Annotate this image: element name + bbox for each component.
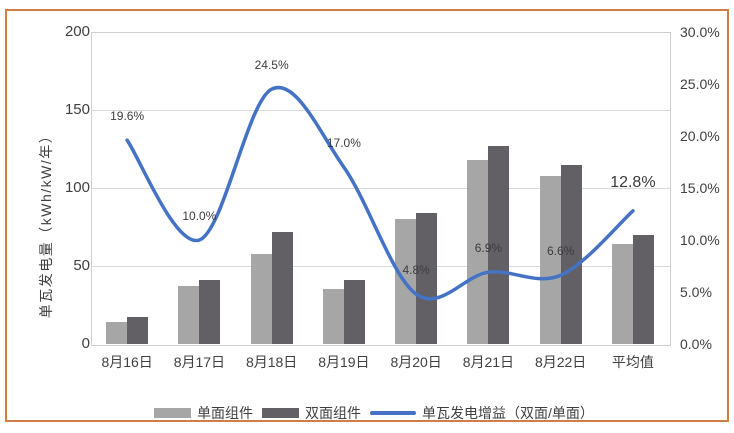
bar-double-sided xyxy=(343,280,365,344)
left-axis-tick: 0 xyxy=(81,335,90,352)
left-axis-tick: 200 xyxy=(64,23,90,40)
bar-single-sided xyxy=(611,244,633,344)
left-axis-tick: 150 xyxy=(64,101,90,118)
bar-double-sided xyxy=(271,231,293,344)
legend-label-single-sided: 单面组件 xyxy=(197,405,254,421)
gridline xyxy=(91,110,670,111)
x-axis-label: 8月18日 xyxy=(245,354,298,370)
bar-double-sided xyxy=(127,317,149,344)
right-axis-tick: 10.0% xyxy=(680,232,720,248)
bar-double-sided xyxy=(632,234,654,344)
bar-single-sided xyxy=(250,253,272,344)
double-sided-swatch xyxy=(262,408,300,418)
right-axis-tick: 15.0% xyxy=(680,180,720,196)
bar-single-sided xyxy=(178,286,200,344)
x-axis-label: 平均值 xyxy=(611,354,654,370)
line-data-label: 6.9% xyxy=(474,241,503,256)
gridline xyxy=(91,188,670,189)
line-data-label: 6.6% xyxy=(546,244,575,259)
x-axis-label: 8月19日 xyxy=(318,354,370,370)
right-axis-tick: 0.0% xyxy=(680,336,712,352)
single-sided-swatch xyxy=(154,408,192,418)
right-axis-tick: 5.0% xyxy=(680,284,712,300)
bar-single-sided xyxy=(467,159,489,344)
left-axis-tick: 50 xyxy=(73,257,90,274)
gain-line-swatch xyxy=(370,411,417,415)
legend-item-gain-line: 单瓦发电增益（双面/单面） xyxy=(370,403,594,423)
right-axis-tick: 30.0% xyxy=(680,24,720,40)
bar-double-sided xyxy=(560,164,582,344)
line-data-label: 24.5% xyxy=(254,58,289,72)
x-axis-label: 8月22日 xyxy=(534,354,587,370)
bar-single-sided xyxy=(539,175,561,344)
line-data-label: 4.8% xyxy=(402,262,430,277)
legend-label-gain-line: 单瓦发电增益（双面/单面） xyxy=(422,405,594,421)
bar-single-sided xyxy=(106,322,128,344)
bar-double-sided xyxy=(488,145,510,344)
legend-item-double-sided: 双面组件 xyxy=(262,403,361,423)
right-axis-tick: 20.0% xyxy=(680,128,720,144)
bar-double-sided xyxy=(416,212,438,344)
x-axis-label: 8月20日 xyxy=(390,354,442,370)
line-data-label: 19.6% xyxy=(110,108,145,123)
line-data-label: 12.8% xyxy=(610,174,656,192)
chart-frame: 单瓦发电量（kWh/kW/年） 200 150 100 50 0 30.0% 25.0% 2… xyxy=(5,9,729,422)
legend: 单面组件 双面组件 单瓦发电增益（双面/单面） xyxy=(7,403,734,423)
legend-label-double-sided: 双面组件 xyxy=(305,405,362,421)
x-axis-label: 8月17日 xyxy=(173,354,226,370)
gain-line-chart xyxy=(125,85,635,301)
legend-item-single-sided: 单面组件 xyxy=(154,403,253,423)
bar-double-sided xyxy=(199,280,221,344)
bar-single-sided xyxy=(322,289,344,344)
gain-line-path xyxy=(125,85,635,301)
gridline xyxy=(91,266,670,267)
x-axis-label: 8月16日 xyxy=(101,354,153,370)
x-axis-label: 8月21日 xyxy=(462,354,515,370)
right-axis-tick: 25.0% xyxy=(680,76,720,92)
left-axis-tick: 100 xyxy=(64,179,90,196)
line-data-label: 17.0% xyxy=(326,136,361,150)
line-data-label: 10.0% xyxy=(182,208,217,223)
